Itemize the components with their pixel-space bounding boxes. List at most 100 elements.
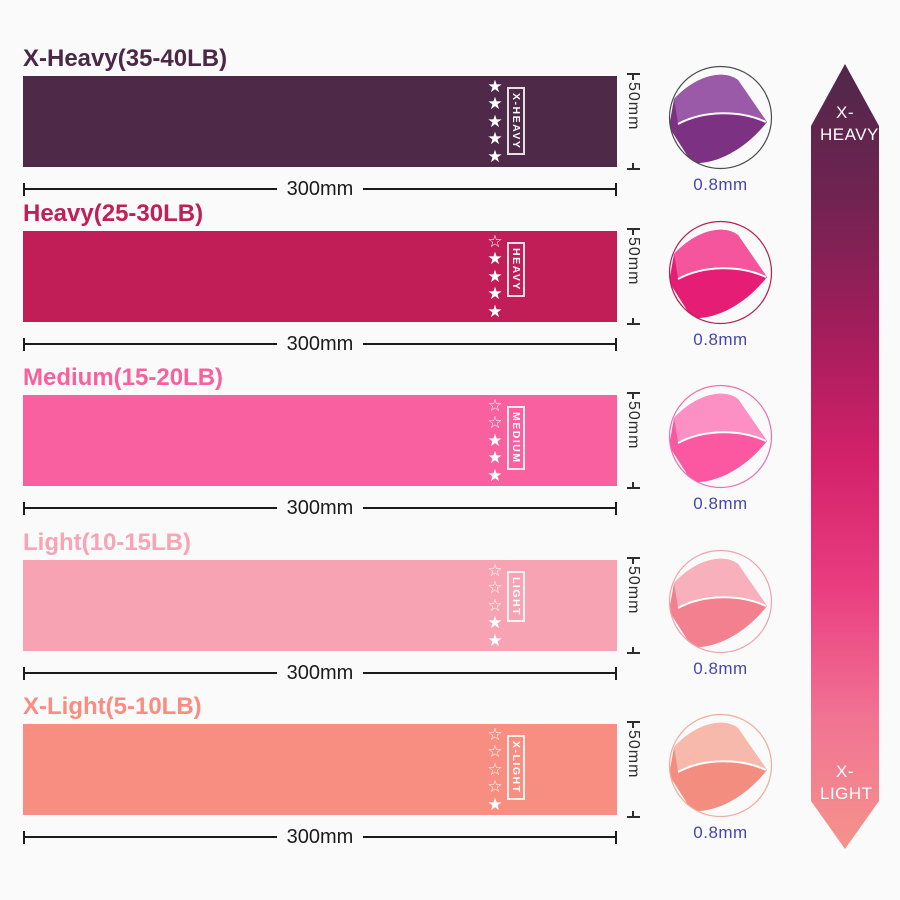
width-value: 300mm xyxy=(286,177,354,200)
dimension-line xyxy=(363,188,616,190)
height-value: 50mm xyxy=(625,730,642,779)
star-filled-icon: ★ xyxy=(487,430,503,450)
dimension-line xyxy=(363,672,616,674)
gradient-arrow-shape xyxy=(811,64,879,849)
dimension-tick xyxy=(632,318,634,323)
star-rating: ☆ ★ ★ ★ ★ xyxy=(483,231,507,322)
height-dimension: 50mm xyxy=(622,392,644,489)
band-swatch: ☆ ☆ ☆ ★ ★ LIGHT xyxy=(23,560,617,651)
dimension-tick xyxy=(23,830,25,844)
band-name-tag: LIGHT xyxy=(507,571,525,622)
star-filled-icon: ★ xyxy=(487,794,503,814)
band-title: Light(10-15LB) xyxy=(23,529,191,556)
height-value: 50mm xyxy=(625,566,642,615)
band-row-x-heavy: X-Heavy(35-40LB) ★ ★ ★ ★ ★ X-HEAVY 300mm 50m… xyxy=(23,45,877,205)
height-dimension: 50mm xyxy=(622,557,644,654)
width-dimension: 300mm xyxy=(23,497,618,519)
dimension-line xyxy=(25,507,277,509)
star-filled-icon: ★ xyxy=(487,613,503,633)
band-swatch: ★ ★ ★ ★ ★ X-HEAVY xyxy=(23,76,617,167)
dimension-tick xyxy=(632,394,634,399)
star-rating: ★ ★ ★ ★ ★ xyxy=(483,76,507,167)
star-outline-icon: ☆ xyxy=(487,413,503,433)
dimension-tick xyxy=(632,559,634,564)
dimension-tick xyxy=(23,337,25,351)
dimension-tick xyxy=(626,721,640,723)
folded-band-photo xyxy=(668,65,773,170)
star-outline-icon: ☆ xyxy=(487,560,503,580)
star-filled-icon: ★ xyxy=(487,94,503,114)
dimension-tick xyxy=(615,337,618,351)
width-value: 300mm xyxy=(286,496,354,519)
star-outline-icon: ☆ xyxy=(487,759,503,779)
height-dimension: 50mm xyxy=(622,228,644,325)
dimension-tick xyxy=(626,323,640,325)
star-outline-icon: ☆ xyxy=(487,231,503,251)
dimension-line xyxy=(25,672,277,674)
dimension-tick xyxy=(23,501,25,515)
band-name-tag: X-HEAVY xyxy=(507,87,525,156)
thickness-detail: 0.8mm xyxy=(668,384,773,514)
star-rating: ☆ ☆ ☆ ☆ ★ xyxy=(483,724,507,815)
band-name-tag: X-LIGHT xyxy=(507,735,525,800)
dimension-tick xyxy=(626,487,640,489)
dimension-line xyxy=(25,836,277,838)
star-filled-icon: ★ xyxy=(487,266,503,286)
thickness-detail: 0.8mm xyxy=(668,549,773,679)
thickness-value: 0.8mm xyxy=(693,823,748,842)
band-title: X-Light(5-10LB) xyxy=(23,693,202,720)
band-row-x-light: X-Light(5-10LB) ☆ ☆ ☆ ☆ ★ X-LIGHT 300mm 50mm xyxy=(23,693,877,853)
band-row-light: Light(10-15LB) ☆ ☆ ☆ ★ ★ LIGHT 300mm 50mm xyxy=(23,529,877,689)
dimension-tick xyxy=(632,230,634,235)
height-value: 50mm xyxy=(625,82,642,131)
dimension-line xyxy=(363,343,616,345)
band-swatch: ☆ ★ ★ ★ ★ HEAVY xyxy=(23,231,617,322)
star-filled-icon: ★ xyxy=(487,301,503,321)
thickness-detail: 0.8mm xyxy=(668,220,773,350)
star-outline-icon: ☆ xyxy=(487,595,503,615)
dimension-line xyxy=(25,188,277,190)
star-filled-icon: ★ xyxy=(487,630,503,650)
dimension-tick xyxy=(626,168,640,170)
height-value: 50mm xyxy=(625,401,642,450)
dimension-tick xyxy=(615,830,618,844)
dimension-line xyxy=(363,836,616,838)
folded-band-photo xyxy=(668,384,773,489)
width-value: 300mm xyxy=(286,825,354,848)
height-value: 50mm xyxy=(625,237,642,286)
dimension-tick xyxy=(626,816,640,818)
dimension-tick xyxy=(626,652,640,654)
arrow-top-label: X-HEAVY xyxy=(820,103,879,144)
star-filled-icon: ★ xyxy=(487,111,503,131)
dimension-tick xyxy=(615,501,618,515)
star-outline-icon: ☆ xyxy=(487,724,503,744)
dimension-tick xyxy=(23,666,25,680)
dimension-tick xyxy=(23,182,25,196)
dimension-tick xyxy=(626,557,640,559)
dimension-tick xyxy=(632,75,634,80)
band-name-tag: HEAVY xyxy=(507,242,525,297)
star-rating: ☆ ☆ ★ ★ ★ xyxy=(483,395,507,486)
height-dimension: 50mm xyxy=(622,721,644,818)
star-outline-icon: ☆ xyxy=(487,777,503,797)
width-dimension: 300mm xyxy=(23,178,618,200)
folded-band-photo xyxy=(668,220,773,325)
dimension-tick xyxy=(632,482,634,487)
width-dimension: 300mm xyxy=(23,333,618,355)
band-name-tag: MEDIUM xyxy=(507,406,525,470)
star-filled-icon: ★ xyxy=(487,129,503,149)
dimension-tick xyxy=(632,163,634,168)
dimension-tick xyxy=(632,647,634,652)
star-filled-icon: ★ xyxy=(487,284,503,304)
band-row-medium: Medium(15-20LB) ☆ ☆ ★ ★ ★ MEDIUM 300mm 50mm xyxy=(23,364,877,524)
dimension-tick xyxy=(615,666,618,680)
thickness-value: 0.8mm xyxy=(693,494,748,513)
resistance-scale-arrow: X-HEAVY X-LIGHT xyxy=(811,64,879,849)
star-rating: ☆ ☆ ☆ ★ ★ xyxy=(483,560,507,651)
thickness-value: 0.8mm xyxy=(693,330,748,349)
width-value: 300mm xyxy=(286,332,354,355)
thickness-detail: 0.8mm xyxy=(668,65,773,195)
folded-band-photo xyxy=(668,713,773,818)
dimension-tick xyxy=(626,73,640,75)
band-swatch: ☆ ☆ ★ ★ ★ MEDIUM xyxy=(23,395,617,486)
